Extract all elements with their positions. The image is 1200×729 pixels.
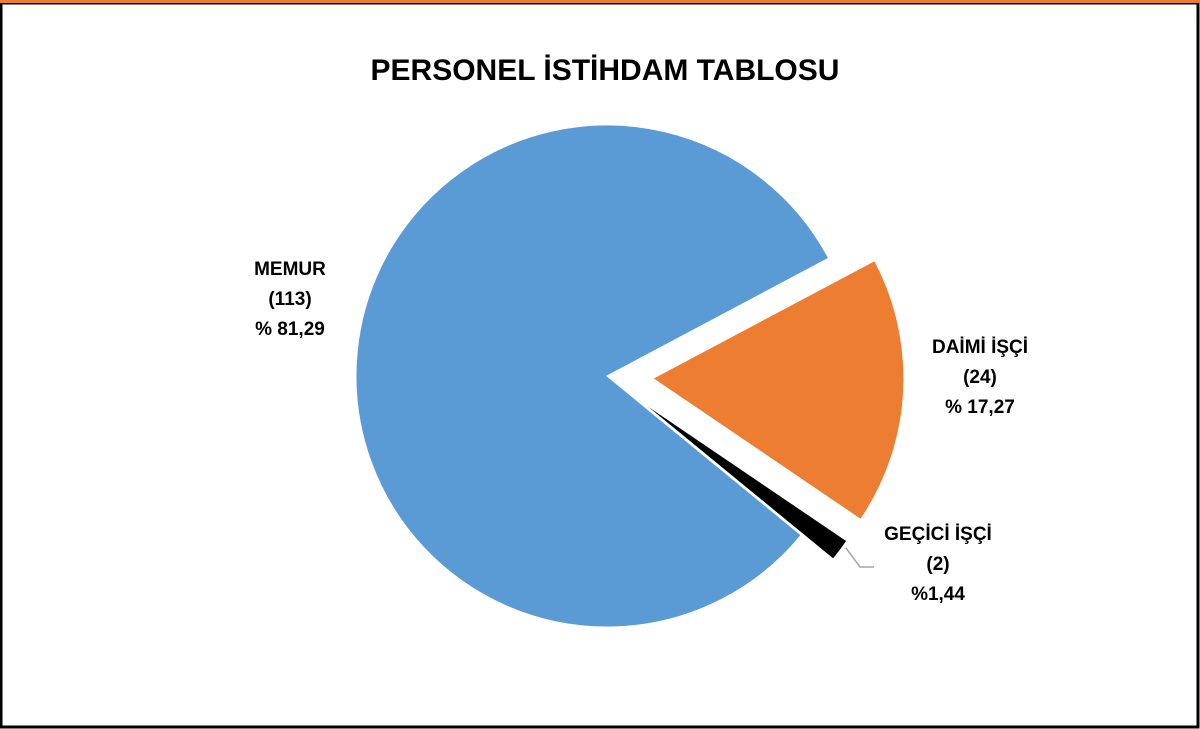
slice-label: MEMUR [254, 259, 326, 280]
slice-percent-label: % 81,29 [255, 319, 325, 340]
slice-value-label: (24) [963, 367, 997, 388]
slice-value-label: (113) [268, 289, 311, 310]
pie-slice [651, 259, 905, 521]
slice-percent-label: % 17,27 [945, 397, 1015, 418]
slice-label: DAİMİ İŞÇİ [932, 337, 1028, 358]
pie-slice [355, 124, 830, 628]
slice-value-label: (2) [926, 554, 949, 575]
chart-title: PERSONEL İSTİHDAM TABLOSU [371, 54, 840, 87]
top-strip [0, 0, 1200, 3]
slice-percent-label: %1,44 [911, 584, 965, 605]
leader-line [845, 547, 874, 568]
slice-label: GEÇİCİ İŞÇİ [884, 524, 992, 545]
pie-slice [638, 399, 848, 560]
